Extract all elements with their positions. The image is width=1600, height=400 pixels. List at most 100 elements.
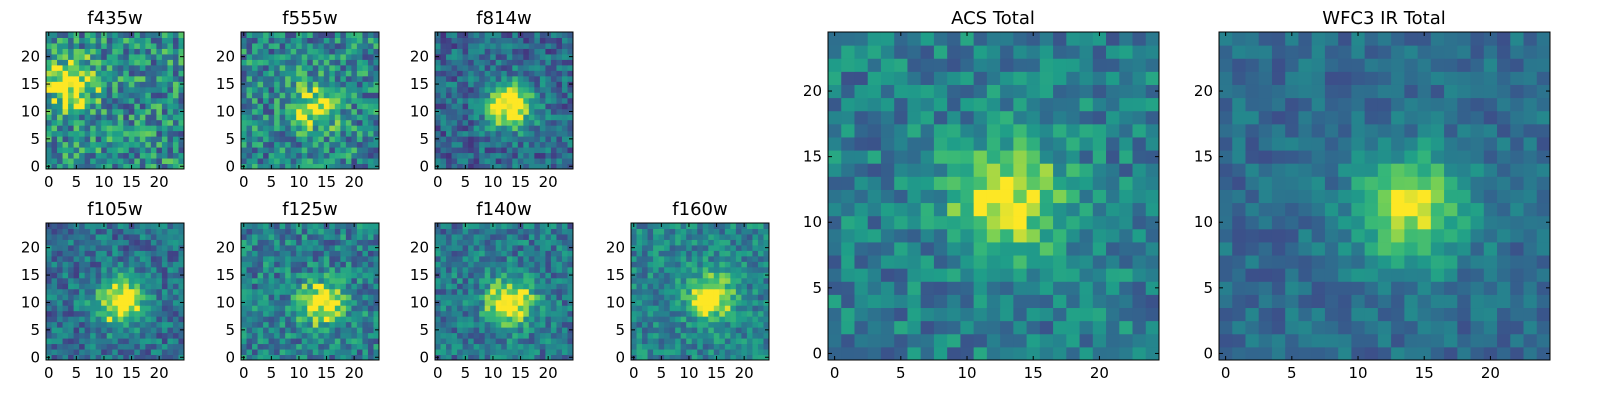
heatmap-cell (150, 299, 157, 306)
heatmap-cell (95, 327, 102, 334)
heatmap-cell (653, 349, 660, 356)
heatmap-cell (495, 316, 502, 323)
heatmap-cell (307, 37, 314, 44)
heatmap-cell (556, 147, 563, 154)
heatmap-cell (312, 97, 319, 104)
heatmap-cell (268, 332, 275, 339)
heatmap-cell (669, 255, 676, 262)
heatmap-cell (631, 321, 638, 328)
heatmap-cell (680, 277, 687, 284)
heatmap-cell (440, 310, 447, 317)
heatmap-cell (658, 294, 665, 301)
heatmap-cell (647, 327, 654, 334)
heatmap-cell (506, 48, 513, 55)
heatmap-cell (490, 59, 497, 66)
heatmap-cell (51, 239, 58, 246)
heatmap-cell (933, 294, 948, 309)
heatmap-cell (484, 250, 491, 257)
heatmap-cell (1145, 320, 1160, 335)
heatmap-cell (318, 266, 325, 273)
heatmap-cell (451, 305, 458, 312)
heatmap-cell (117, 338, 124, 345)
heatmap-cell (373, 92, 380, 99)
heatmap-cell (252, 349, 259, 356)
heatmap-cell (323, 70, 330, 77)
heatmap-cell (1053, 307, 1067, 322)
heatmap-cell (1026, 255, 1041, 269)
heatmap-cell (318, 250, 325, 257)
heatmap-cell (636, 354, 643, 361)
heatmap-cell (702, 239, 709, 246)
heatmap-cell (713, 288, 720, 295)
heatmap-cell (145, 158, 152, 165)
heatmap-cell (356, 108, 363, 115)
heatmap-cell (252, 321, 259, 328)
heatmap-cell (167, 305, 174, 312)
heatmap-cell (446, 272, 453, 279)
heatmap-cell (362, 255, 369, 262)
heatmap-cell (323, 136, 330, 143)
heatmap-cell (296, 239, 303, 246)
heatmap-cell (373, 321, 380, 328)
heatmap-cell (62, 244, 69, 251)
heatmap-cell (490, 321, 497, 328)
heatmap-cell (490, 81, 497, 88)
heatmap-cell (523, 343, 530, 350)
heatmap-cell (334, 261, 341, 268)
heatmap-cell (367, 108, 374, 115)
heatmap-cell (334, 130, 341, 137)
heatmap-cell (719, 316, 726, 323)
heatmap-cell (517, 327, 524, 334)
heatmap-cell (446, 108, 453, 115)
heatmap-cell (490, 299, 497, 306)
heatmap-cell (484, 75, 491, 82)
heatmap-cell (252, 250, 259, 257)
heatmap-cell (285, 92, 292, 99)
heatmap-cell (550, 321, 557, 328)
heatmap-cell (312, 108, 319, 115)
heatmap-cell (145, 261, 152, 268)
heatmap-cell (296, 103, 303, 110)
heatmap-cell (752, 294, 759, 301)
heatmap-cell (57, 244, 64, 251)
heatmap-cell (462, 158, 469, 165)
heatmap-cell (462, 119, 469, 126)
heatmap-cell (373, 64, 380, 71)
heatmap-cell (95, 223, 102, 229)
heatmap-cell (117, 321, 124, 328)
heatmap-cell (117, 97, 124, 104)
heatmap-cell (528, 299, 535, 306)
heatmap-cell (517, 81, 524, 88)
heatmap-cell (79, 310, 86, 317)
heatmap-cell (512, 86, 519, 93)
heatmap-cell (556, 349, 563, 356)
heatmap-cell (117, 299, 124, 306)
y-tick-label: 0 (30, 348, 40, 366)
heatmap-cell (880, 228, 895, 243)
heatmap-cell (263, 255, 270, 262)
heatmap-cell (457, 37, 464, 44)
heatmap-cell (473, 158, 480, 165)
heatmap-cell (139, 321, 146, 328)
heatmap-cell (329, 321, 336, 328)
heatmap-cell (112, 343, 119, 350)
heatmap-cell (735, 272, 742, 279)
heatmap-cell (351, 86, 358, 93)
heatmap-cell (257, 228, 264, 235)
heatmap-cell (495, 48, 502, 55)
heatmap-cell (933, 255, 948, 269)
heatmap-cell (495, 32, 502, 38)
heatmap-cell (128, 81, 135, 88)
heatmap-cell (675, 244, 682, 251)
heatmap-cell (545, 310, 552, 317)
heatmap-cell (301, 130, 308, 137)
heatmap-cell (73, 343, 80, 350)
heatmap-cell (440, 125, 447, 132)
heatmap-cell (156, 119, 163, 126)
heatmap-cell (128, 277, 135, 284)
heatmap-cell (479, 130, 486, 137)
x-tick-label: 10 (94, 364, 113, 382)
heatmap-cell (867, 320, 882, 335)
heatmap-cell (340, 130, 347, 137)
heatmap-cell (512, 70, 519, 77)
